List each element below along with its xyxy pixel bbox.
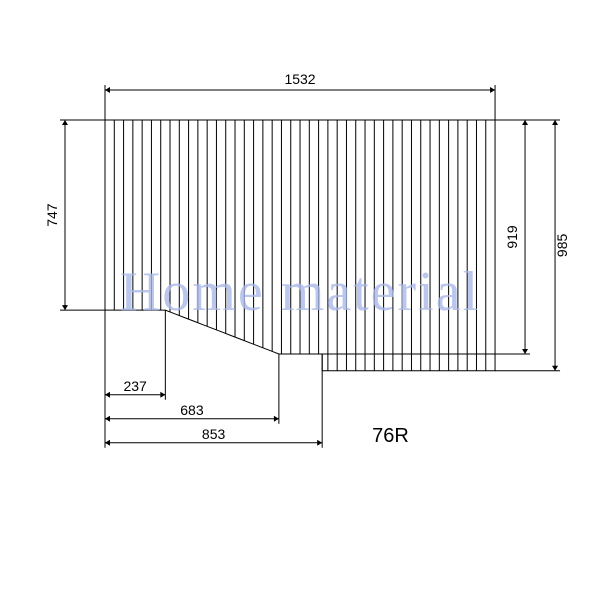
dim-bottom-2: 853 <box>202 426 226 442</box>
dim-top: 1532 <box>284 71 315 87</box>
dim-bottom-0: 237 <box>123 378 147 394</box>
dim-left: 747 <box>44 203 60 227</box>
part-label: 76R <box>372 425 409 448</box>
dim-bottom-1: 683 <box>180 402 204 418</box>
dim-right-outer: 985 <box>554 233 570 257</box>
dim-right-inner: 919 <box>504 225 520 249</box>
drawing-svg: 1532 747 985 919 237 683 853 <box>0 0 600 600</box>
technical-drawing: 1532747985919237683853 Home material 76R <box>0 0 600 600</box>
